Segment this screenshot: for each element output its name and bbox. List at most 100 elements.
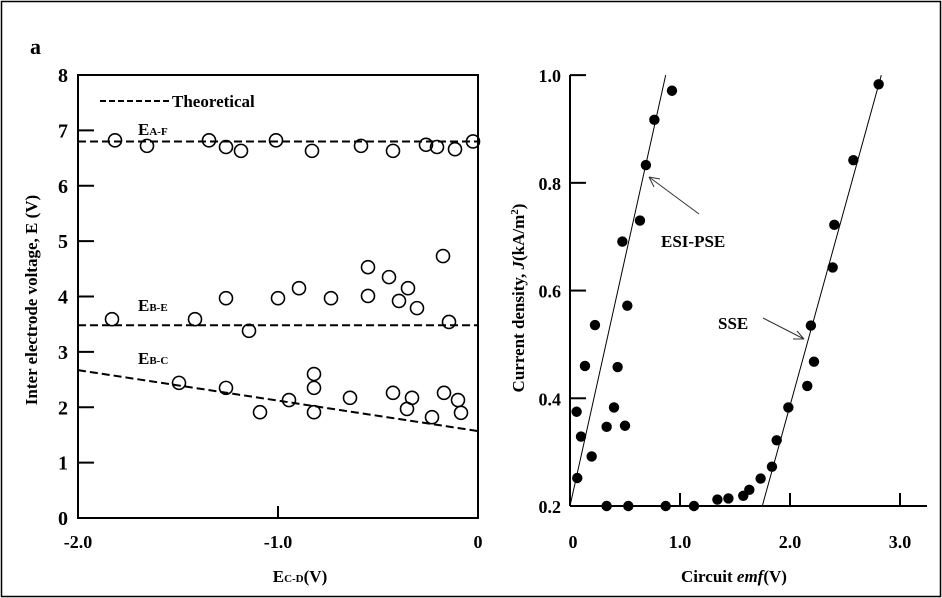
- y-tick-label: 3: [58, 342, 68, 364]
- right-y-axis-label: Current density, J(kA/m2): [509, 204, 528, 393]
- data-point: [453, 405, 469, 421]
- data-point: [666, 85, 678, 96]
- data-point: [447, 141, 463, 157]
- data-point: [233, 143, 249, 159]
- data-point: [622, 300, 633, 311]
- data-point: [171, 375, 187, 391]
- arrowhead-esi-pse: [648, 176, 661, 188]
- y-tick-label: 4: [58, 287, 68, 309]
- data-point: [619, 420, 631, 431]
- data-point: [391, 293, 407, 309]
- data-point: [808, 356, 820, 367]
- data-point: [634, 215, 646, 226]
- y-tick-label: 0: [58, 508, 68, 530]
- data-point: [612, 361, 623, 373]
- legend-label: Theoretical: [172, 92, 255, 111]
- data-point: [306, 380, 322, 396]
- data-point: [766, 461, 778, 472]
- left-chart: 0 1 2 3 4 5 6 7 8 -2.0 -1.0 0 Theoretical EA-F EB-E…: [22, 65, 483, 586]
- data-point: [304, 143, 320, 159]
- data-point: [252, 404, 268, 420]
- data-point: [306, 404, 322, 420]
- data-point: [623, 500, 634, 512]
- x-tick-label: 1.0: [669, 532, 692, 552]
- data-point: [385, 385, 401, 401]
- data-point: [291, 280, 307, 296]
- data-point: [418, 137, 434, 153]
- data-point: [589, 319, 601, 331]
- data-point: [579, 360, 591, 372]
- left-x-axis-label: EC-D(V): [273, 567, 328, 586]
- data-point: [400, 280, 416, 296]
- x-tick-label: 3.0: [889, 532, 912, 552]
- panel-label: a: [30, 34, 41, 59]
- data-point: [270, 290, 286, 306]
- data-point: [450, 392, 466, 408]
- data-point: [783, 402, 794, 413]
- data-point: [712, 494, 723, 505]
- data-point: [608, 402, 620, 413]
- y-tick-label: 7: [58, 120, 68, 142]
- y-tick-label: 8: [58, 65, 68, 87]
- y-tick-label: 1: [58, 453, 68, 475]
- fit-label-esi-pse: ESI-PSE: [661, 232, 725, 251]
- data-point: [139, 138, 155, 154]
- data-point: [617, 236, 628, 247]
- data-point: [360, 288, 376, 304]
- arrow-sse: [762, 317, 805, 340]
- data-point: [571, 406, 582, 417]
- arrowhead-sse: [793, 330, 805, 340]
- data-point: [805, 320, 817, 331]
- data-point: [342, 390, 358, 406]
- data-point: [873, 79, 884, 90]
- x-tick-label: 2.0: [779, 532, 802, 552]
- data-point: [429, 139, 445, 155]
- y-tick-label: 2: [58, 397, 68, 419]
- y-tick-label: 5: [58, 231, 68, 253]
- x-tick-label: 0: [569, 532, 578, 552]
- data-point: [218, 380, 234, 396]
- data-point: [436, 385, 452, 401]
- data-point: [441, 314, 457, 330]
- data-point: [848, 155, 859, 166]
- data-point: [601, 500, 612, 512]
- data-point: [723, 493, 734, 504]
- y-tick-label: 0.4: [539, 389, 562, 409]
- data-point: [575, 431, 587, 442]
- data-point: [399, 401, 415, 417]
- data-point: [268, 133, 284, 148]
- data-point: [409, 300, 425, 316]
- data-point: [323, 290, 339, 306]
- data-point: [802, 380, 813, 392]
- right-chart: 0.2 0.4 0.6 0.8 1.0 0 1.0 2.0 3.0 ESI-PSE SSE Cu…: [509, 66, 927, 586]
- data-point: [601, 421, 612, 433]
- data-point: [360, 259, 376, 275]
- series-label-eb-e: EB-E: [138, 296, 168, 315]
- data-point: [829, 219, 840, 231]
- y-tick-label: 6: [58, 176, 68, 198]
- data-point: [572, 472, 583, 484]
- x-tick-label: 0: [474, 532, 483, 552]
- data-point: [218, 139, 234, 155]
- data-point: [353, 138, 369, 154]
- data-point: [187, 311, 203, 327]
- left-y-axis-label: Inter electrode voltage, E (V): [22, 195, 41, 405]
- data-point: [649, 114, 660, 126]
- data-point: [218, 290, 234, 306]
- y-tick-label: 0.2: [539, 497, 562, 517]
- data-point: [771, 435, 782, 446]
- data-point: [385, 143, 401, 159]
- y-tick-label: 0.8: [539, 174, 562, 194]
- data-point: [281, 392, 297, 408]
- y-tick-label: 0.6: [539, 282, 562, 302]
- data-point: [201, 133, 217, 148]
- fit-label-sse: SSE: [718, 314, 748, 333]
- data-point: [755, 473, 766, 484]
- fit-line: [761, 74, 882, 507]
- data-point: [241, 323, 257, 339]
- fit-line: [569, 75, 667, 507]
- data-point: [640, 159, 652, 171]
- right-x-axis-label: Circuit emf(V): [681, 567, 787, 586]
